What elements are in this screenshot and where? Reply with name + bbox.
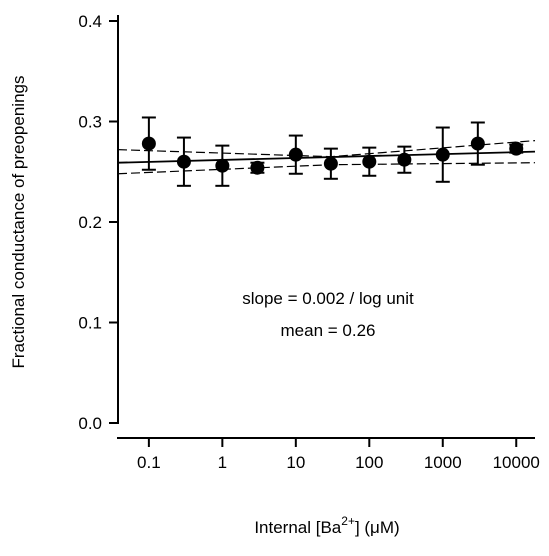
x-axis-title: Internal [Ba2+] (μM) — [254, 514, 399, 537]
point — [435, 147, 450, 162]
x-tick-label: 1 — [218, 453, 227, 472]
point — [397, 152, 412, 167]
x-tick-label: 0.1 — [137, 453, 161, 472]
point — [509, 141, 524, 156]
annotation: mean = 0.26 — [281, 321, 376, 340]
point — [141, 136, 156, 151]
point — [176, 154, 191, 169]
x-tick-label: 10 — [286, 453, 305, 472]
x-title-text: Internal [Ba — [254, 518, 341, 537]
y-tick-label: 0.2 — [78, 213, 102, 232]
point — [470, 136, 485, 151]
point — [362, 154, 377, 169]
x-tick-label: 100 — [355, 453, 383, 472]
point — [250, 160, 265, 175]
annotation: slope = 0.002 / log unit — [242, 289, 414, 308]
y-tick-label: 0.3 — [78, 113, 102, 132]
x-tick-label: 1000 — [424, 453, 462, 472]
point — [215, 158, 230, 173]
x-tick-label: 10000 — [493, 453, 540, 472]
x-title-end: ] (μM) — [355, 518, 400, 537]
y-tick-label: 0.1 — [78, 314, 102, 333]
point — [288, 147, 303, 162]
point — [323, 156, 338, 171]
y-tick-label: 0.0 — [78, 414, 102, 433]
y-tick-label: 0.4 — [78, 12, 102, 31]
y-axis-title: Fractional conductance of preopenings — [9, 76, 28, 369]
x-title-sup: 2+ — [341, 514, 355, 528]
